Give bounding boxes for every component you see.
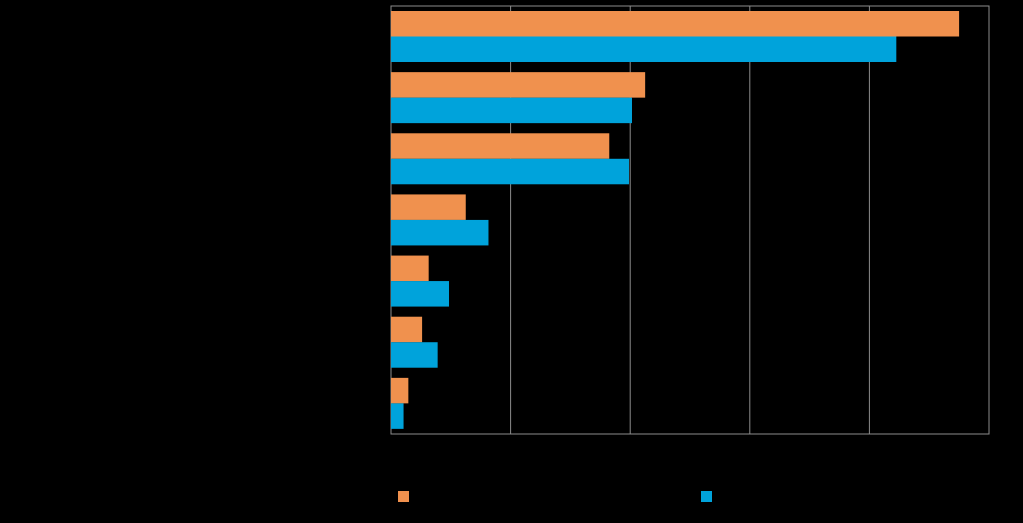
legend-swatch-series-2 bbox=[701, 490, 712, 502]
bar-series-1-category-3 bbox=[391, 133, 610, 159]
bar-series-1-category-1 bbox=[391, 11, 960, 37]
legend-item-series-1 bbox=[398, 489, 417, 503]
bar-series-2-category-5 bbox=[391, 281, 450, 307]
legend-item-series-2 bbox=[701, 489, 720, 503]
bar-series-1-category-4 bbox=[391, 194, 466, 220]
bar-series-2-category-6 bbox=[391, 342, 438, 368]
bar-series-2-category-1 bbox=[391, 36, 897, 62]
bar-series-2-category-3 bbox=[391, 158, 630, 185]
bar-series-1-category-6 bbox=[391, 316, 423, 343]
bar-series-2-category-2 bbox=[391, 97, 632, 124]
bar-series-2-category-7 bbox=[391, 403, 404, 429]
bar-series-1-category-7 bbox=[391, 377, 409, 404]
bar-series-1-category-2 bbox=[391, 72, 646, 98]
bar-series-1-category-5 bbox=[391, 255, 429, 282]
bar-series-2-category-4 bbox=[391, 219, 489, 246]
legend-swatch-series-1 bbox=[398, 490, 409, 502]
